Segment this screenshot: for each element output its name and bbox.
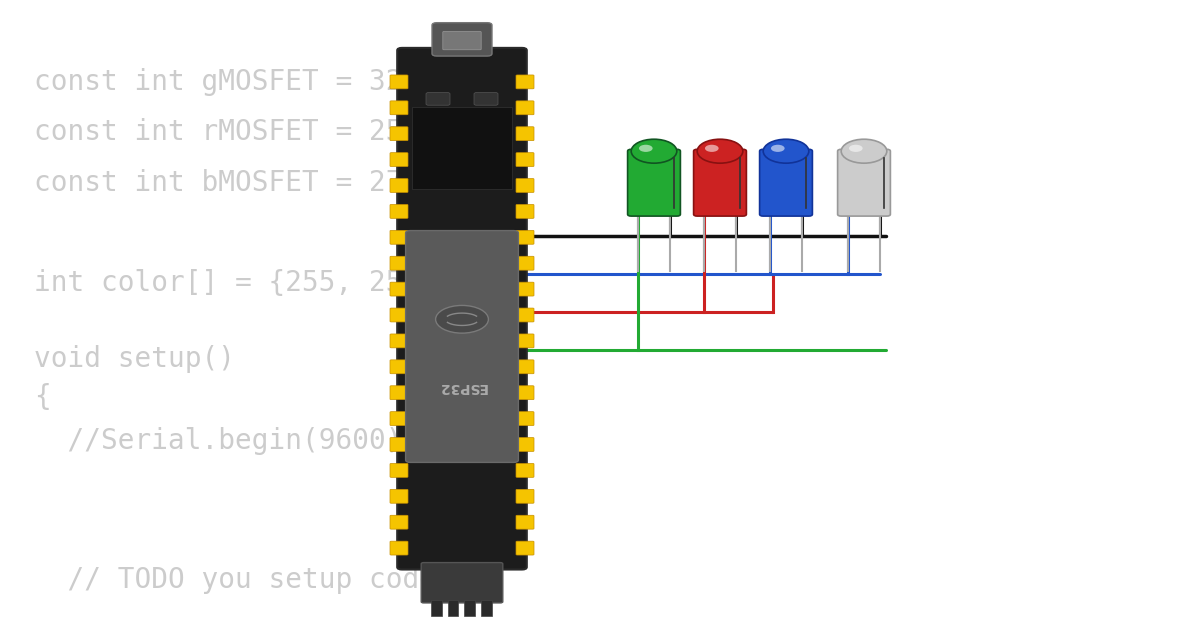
FancyBboxPatch shape [516, 75, 534, 89]
Ellipse shape [763, 139, 809, 163]
Text: void setup(): void setup() [34, 345, 235, 373]
FancyBboxPatch shape [390, 515, 408, 529]
FancyBboxPatch shape [516, 334, 534, 348]
FancyBboxPatch shape [838, 149, 890, 216]
FancyBboxPatch shape [516, 231, 534, 244]
FancyBboxPatch shape [426, 93, 450, 105]
FancyBboxPatch shape [397, 48, 527, 570]
Text: const int gMOSFET = 32;: const int gMOSFET = 32; [34, 68, 419, 96]
FancyBboxPatch shape [516, 256, 534, 270]
FancyBboxPatch shape [516, 360, 534, 374]
FancyBboxPatch shape [432, 23, 492, 56]
FancyBboxPatch shape [516, 515, 534, 529]
FancyBboxPatch shape [628, 149, 680, 216]
FancyBboxPatch shape [516, 205, 534, 219]
FancyBboxPatch shape [390, 75, 408, 89]
FancyBboxPatch shape [390, 152, 408, 166]
FancyBboxPatch shape [390, 334, 408, 348]
Ellipse shape [841, 139, 887, 163]
Text: const int rMOSFET = 25;: const int rMOSFET = 25; [34, 118, 419, 146]
FancyBboxPatch shape [390, 101, 408, 115]
FancyBboxPatch shape [390, 411, 408, 425]
Ellipse shape [704, 145, 719, 152]
FancyBboxPatch shape [390, 256, 408, 270]
Ellipse shape [631, 139, 677, 163]
FancyBboxPatch shape [516, 101, 534, 115]
Text: {: { [34, 383, 50, 411]
FancyBboxPatch shape [421, 563, 503, 603]
FancyBboxPatch shape [390, 464, 408, 478]
Bar [448, 600, 458, 616]
Circle shape [436, 306, 488, 333]
Text: int color[] = {255, 255, 2: int color[] = {255, 255, 2 [34, 270, 469, 297]
FancyBboxPatch shape [516, 386, 534, 399]
Bar [464, 600, 475, 616]
FancyBboxPatch shape [516, 152, 534, 166]
FancyBboxPatch shape [443, 32, 481, 50]
FancyBboxPatch shape [390, 541, 408, 555]
FancyBboxPatch shape [516, 178, 534, 192]
Bar [481, 600, 492, 616]
FancyBboxPatch shape [516, 127, 534, 140]
Ellipse shape [770, 145, 785, 152]
FancyBboxPatch shape [406, 231, 518, 462]
FancyBboxPatch shape [390, 490, 408, 503]
Text: const int bMOSFET = 27: const int bMOSFET = 27 [34, 169, 402, 197]
Bar [431, 600, 442, 616]
Text: //Serial.begin(9600);: //Serial.begin(9600); [34, 427, 419, 455]
FancyBboxPatch shape [516, 464, 534, 478]
Text: ESP32: ESP32 [438, 381, 486, 394]
FancyBboxPatch shape [516, 308, 534, 322]
FancyBboxPatch shape [516, 438, 534, 452]
FancyBboxPatch shape [390, 178, 408, 192]
FancyBboxPatch shape [390, 308, 408, 322]
FancyBboxPatch shape [390, 205, 408, 219]
FancyBboxPatch shape [516, 411, 534, 425]
FancyBboxPatch shape [474, 93, 498, 105]
Ellipse shape [638, 145, 653, 152]
FancyBboxPatch shape [516, 490, 534, 503]
FancyBboxPatch shape [390, 386, 408, 399]
FancyBboxPatch shape [390, 127, 408, 140]
FancyBboxPatch shape [516, 282, 534, 296]
FancyBboxPatch shape [516, 541, 534, 555]
FancyBboxPatch shape [390, 282, 408, 296]
FancyBboxPatch shape [390, 360, 408, 374]
FancyBboxPatch shape [390, 438, 408, 452]
Text: // TODO you setup code: // TODO you setup code [34, 566, 436, 593]
FancyBboxPatch shape [412, 107, 512, 189]
FancyBboxPatch shape [760, 149, 812, 216]
FancyBboxPatch shape [390, 231, 408, 244]
Ellipse shape [848, 145, 863, 152]
Ellipse shape [697, 139, 743, 163]
FancyBboxPatch shape [694, 149, 746, 216]
